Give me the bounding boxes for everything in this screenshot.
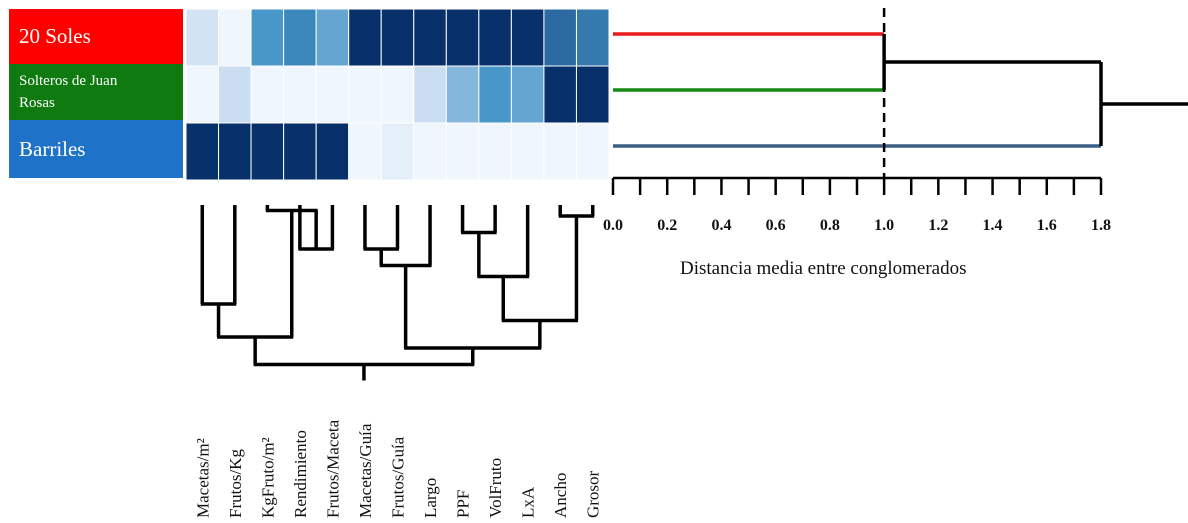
heatmap-cell [218, 8, 252, 67]
heatmap-cell [575, 8, 610, 67]
heatmap-cell [250, 8, 285, 67]
column-label: Grosor [584, 470, 603, 518]
column-label: Frutos/Guía [389, 436, 408, 518]
x-tick-label: 0.2 [657, 217, 677, 234]
heatmap-cell [315, 122, 350, 181]
heatmap-cell [315, 65, 350, 124]
row-label-0: 20 Soles [9, 9, 183, 64]
heatmap-cell [250, 65, 285, 124]
heatmap-cell [445, 122, 480, 181]
column-label: Macetas/m² [193, 438, 212, 518]
column-label: Rendimiento [291, 430, 310, 518]
x-tick-label: 0.8 [820, 217, 840, 234]
heatmap-cell [218, 65, 252, 124]
x-tick-label: 0.6 [766, 217, 786, 234]
heatmap-cell [413, 8, 447, 67]
column-label: LxA [519, 486, 538, 518]
row-label-1: Solteros de Juan Rosas [9, 64, 183, 120]
column-label: Frutos/Maceta [323, 419, 342, 518]
x-tick-label: 0.4 [711, 217, 731, 234]
heatmap-cell [510, 8, 545, 67]
heatmap-cell [348, 8, 382, 67]
column-label: Frutos/Kg [226, 449, 245, 518]
x-tick-label: 1.0 [874, 217, 894, 234]
heatmap-cell [445, 8, 480, 67]
heatmap-cell [543, 8, 577, 67]
heatmap-cell [413, 65, 447, 124]
column-label: Macetas/Guía [356, 423, 375, 518]
heatmap-cell [478, 122, 512, 181]
column-label: Ancho [551, 473, 570, 518]
heatmap-cell [380, 122, 415, 181]
heatmap-cell [315, 8, 350, 67]
x-tick-label: 1.2 [928, 217, 948, 234]
heatmap-cell [510, 65, 545, 124]
heatmap-cell [185, 122, 220, 181]
heatmap-cell [283, 65, 317, 124]
heatmap-cell [413, 122, 447, 181]
heatmap-cell [185, 8, 220, 67]
heatmap-cell [348, 122, 382, 181]
row-label-2: Barriles [9, 120, 183, 178]
heatmap-cell [380, 8, 415, 67]
heatmap-cell [185, 65, 220, 124]
heatmap-cell [250, 122, 285, 181]
heatmap-cell [575, 65, 610, 124]
heatmap-cell [510, 122, 545, 181]
heatmap-cell [478, 8, 512, 67]
heatmap-cell [543, 122, 577, 181]
heatmap-cell [380, 65, 415, 124]
heatmap-cell [283, 8, 317, 67]
column-label: PPF [454, 490, 473, 518]
heatmap-cell [283, 122, 317, 181]
heatmap-cell [348, 65, 382, 124]
heatmap-cell [478, 65, 512, 124]
column-label: VolFruto [486, 458, 505, 518]
heatmap-cell [543, 65, 577, 124]
heatmap-cell [575, 122, 610, 181]
x-tick-label: 1.6 [1037, 217, 1057, 234]
heatmap-cell [445, 65, 480, 124]
x-tick-label: 0.0 [603, 217, 623, 234]
column-label: KgFruto/m² [258, 437, 277, 518]
x-tick-label: 1.4 [983, 217, 1003, 234]
heatmap-cell [218, 122, 252, 181]
x-axis-title: Distancia media entre conglomerados [680, 258, 967, 279]
x-tick-label: 1.8 [1091, 217, 1111, 234]
column-label: Largo [421, 478, 440, 518]
